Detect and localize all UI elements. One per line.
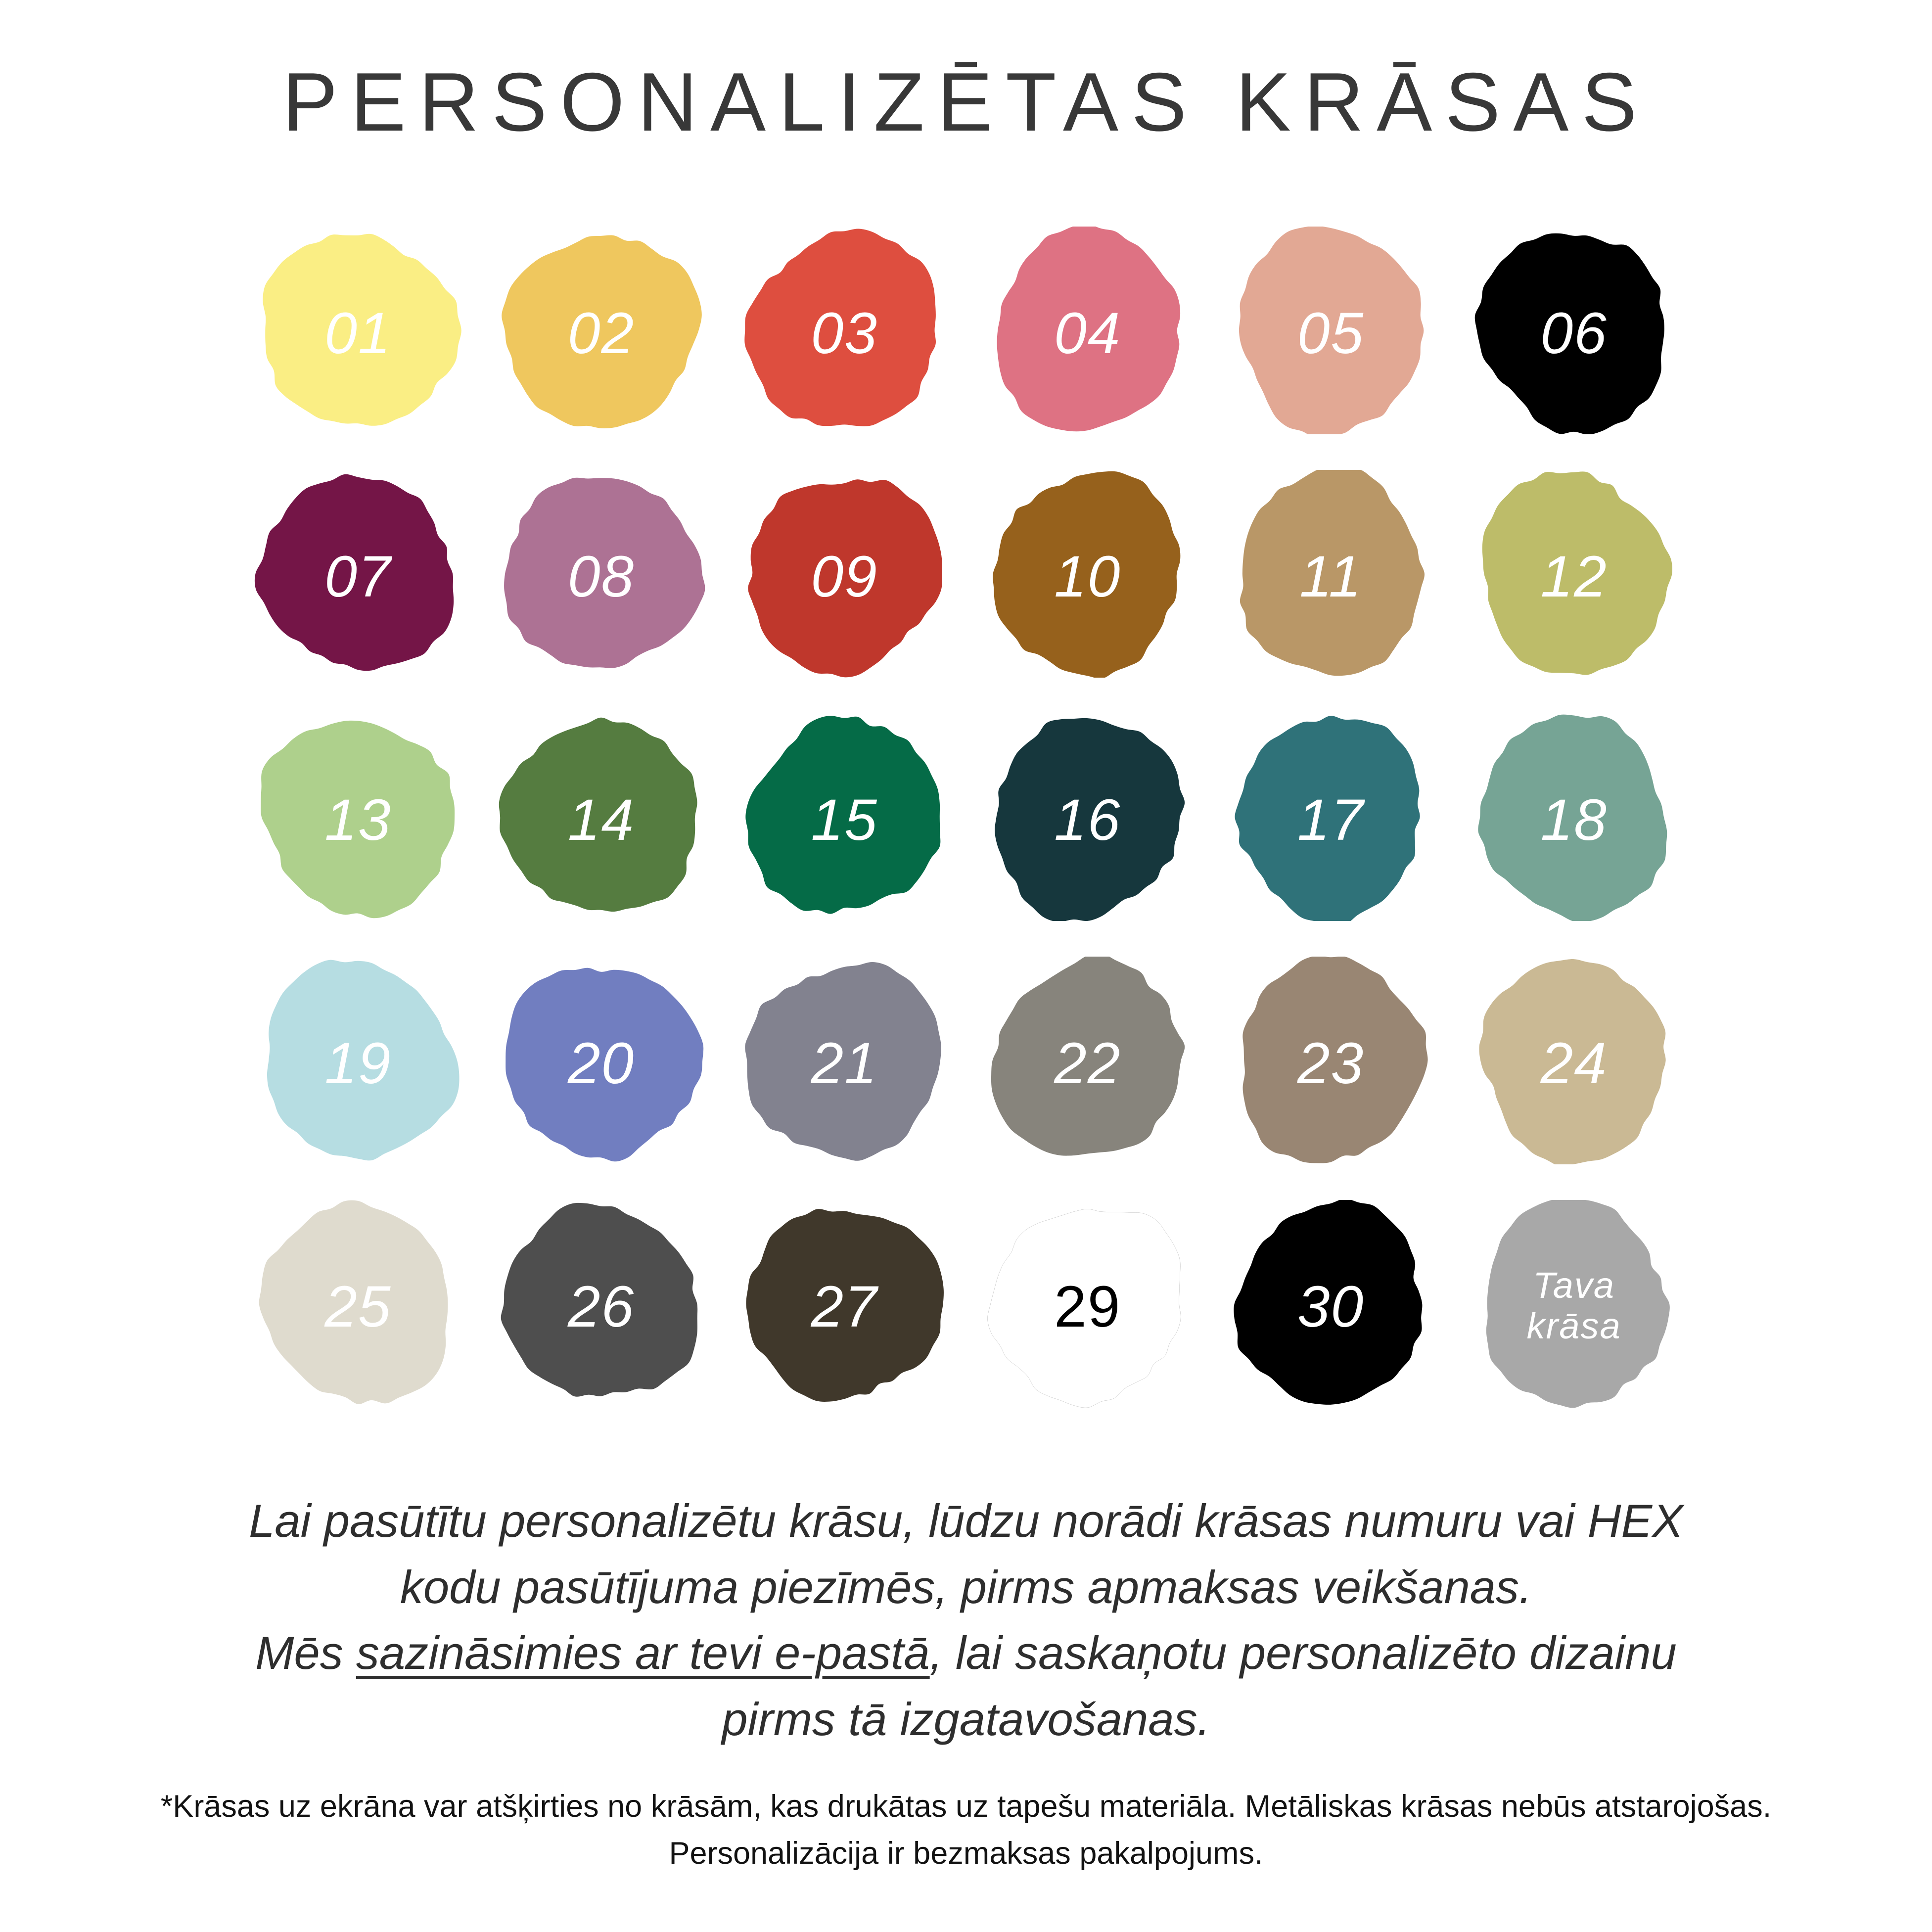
color-swatch[interactable]: 04	[984, 227, 1192, 434]
color-swatch[interactable]: 15	[740, 713, 948, 921]
paint-blob-icon	[1470, 1200, 1678, 1408]
paint-blob-icon	[984, 713, 1192, 921]
paint-blob-icon	[984, 470, 1192, 678]
color-swatch[interactable]: 13	[254, 713, 462, 921]
paint-blob-icon	[984, 1200, 1192, 1408]
color-swatch-grid: 01 02 03 04 05 06 07 08 09 10 11 12 13 14 15 16 17 18 19 20…	[244, 209, 1688, 1426]
color-swatch[interactable]: 16	[984, 713, 1192, 921]
page-title: PERSONALIZĒTAS KRĀSAS	[282, 55, 1650, 148]
instructions-line-4: pirms tā izgatavošanas.	[722, 1693, 1210, 1745]
color-swatch[interactable]: 17	[1227, 713, 1434, 921]
instructions-line-2: kodu pasūtījuma piezīmēs, pirms apmaksas…	[400, 1561, 1532, 1613]
color-swatch[interactable]: 29	[984, 1200, 1192, 1408]
color-swatch[interactable]: 19	[254, 957, 462, 1164]
instructions-line-3: Mēs sazināsimies ar tevi e-pastā, lai sa…	[199, 1620, 1733, 1686]
paint-blob-icon	[254, 1200, 462, 1408]
instructions-paragraph: Lai pasūtītu personalizētu krāsu, lūdzu …	[199, 1488, 1733, 1752]
color-swatch[interactable]: 05	[1227, 227, 1434, 435]
paint-blob-icon	[740, 1200, 948, 1408]
instructions-line-3-prefix: Mēs	[255, 1627, 356, 1679]
paint-blob-icon	[1470, 957, 1678, 1165]
paint-blob-icon	[1227, 470, 1434, 678]
paint-blob-icon	[740, 470, 948, 678]
paint-blob-icon	[497, 1200, 705, 1408]
paint-blob-icon	[1227, 227, 1434, 435]
footnote-line-2: Personalizācija ir bezmaksas pakalpojums…	[669, 1836, 1263, 1871]
color-swatch[interactable]: 22	[984, 957, 1192, 1164]
footnote: *Krāsas uz ekrāna var atšķirties no krās…	[0, 1783, 1932, 1878]
color-swatch[interactable]: 09	[740, 470, 948, 678]
paint-blob-icon	[740, 957, 948, 1164]
instructions-line-3-suffix: , lai saskaņotu personalizēto dizainu	[929, 1627, 1677, 1679]
color-swatch[interactable]: 21	[740, 957, 948, 1164]
paint-blob-icon	[984, 957, 1192, 1164]
color-swatch[interactable]: 11	[1227, 470, 1434, 678]
paint-blob-icon	[1470, 713, 1678, 921]
color-swatch[interactable]: 20	[497, 957, 705, 1164]
paint-blob-icon	[497, 957, 705, 1164]
footnote-line-1: *Krāsas uz ekrāna var atšķirties no krās…	[160, 1789, 1772, 1824]
paint-blob-icon	[740, 713, 948, 921]
paint-blob-icon	[1470, 470, 1678, 678]
paint-blob-icon	[740, 227, 948, 434]
paint-blob-icon	[1227, 713, 1434, 921]
paint-blob-icon	[254, 470, 462, 678]
color-swatch[interactable]: 14	[497, 713, 705, 921]
color-swatch[interactable]: 01	[254, 227, 462, 434]
color-swatch[interactable]: 26	[497, 1200, 705, 1408]
color-swatch[interactable]: 03	[740, 227, 948, 434]
paint-blob-icon	[1227, 957, 1434, 1164]
paint-blob-icon	[497, 227, 705, 434]
paint-blob-icon	[497, 470, 705, 678]
color-swatch[interactable]: 23	[1227, 957, 1434, 1164]
color-swatch[interactable]: 18	[1470, 713, 1678, 921]
paint-blob-icon	[254, 713, 462, 921]
color-swatch[interactable]: Tava krāsa	[1470, 1200, 1678, 1408]
color-swatch[interactable]: 27	[740, 1200, 948, 1408]
instructions-line-1: Lai pasūtītu personalizētu krāsu, lūdzu …	[249, 1495, 1683, 1547]
color-swatch[interactable]: 30	[1227, 1200, 1434, 1408]
paint-blob-icon	[1470, 227, 1678, 435]
color-swatch[interactable]: 02	[497, 227, 705, 434]
color-swatch[interactable]: 24	[1470, 957, 1678, 1165]
paint-blob-icon	[1227, 1200, 1434, 1408]
color-swatch[interactable]: 12	[1470, 470, 1678, 678]
color-swatch[interactable]: 08	[497, 470, 705, 678]
color-swatch[interactable]: 06	[1470, 227, 1678, 435]
color-swatch[interactable]: 25	[254, 1200, 462, 1408]
paint-blob-icon	[254, 957, 462, 1164]
paint-blob-icon	[497, 713, 705, 921]
color-swatch[interactable]: 07	[254, 470, 462, 678]
email-contact-link[interactable]: sazināsimies ar tevi e-pastā	[356, 1627, 930, 1679]
paint-blob-icon	[984, 227, 1192, 434]
paint-blob-icon	[254, 227, 462, 434]
color-swatch[interactable]: 10	[984, 470, 1192, 678]
